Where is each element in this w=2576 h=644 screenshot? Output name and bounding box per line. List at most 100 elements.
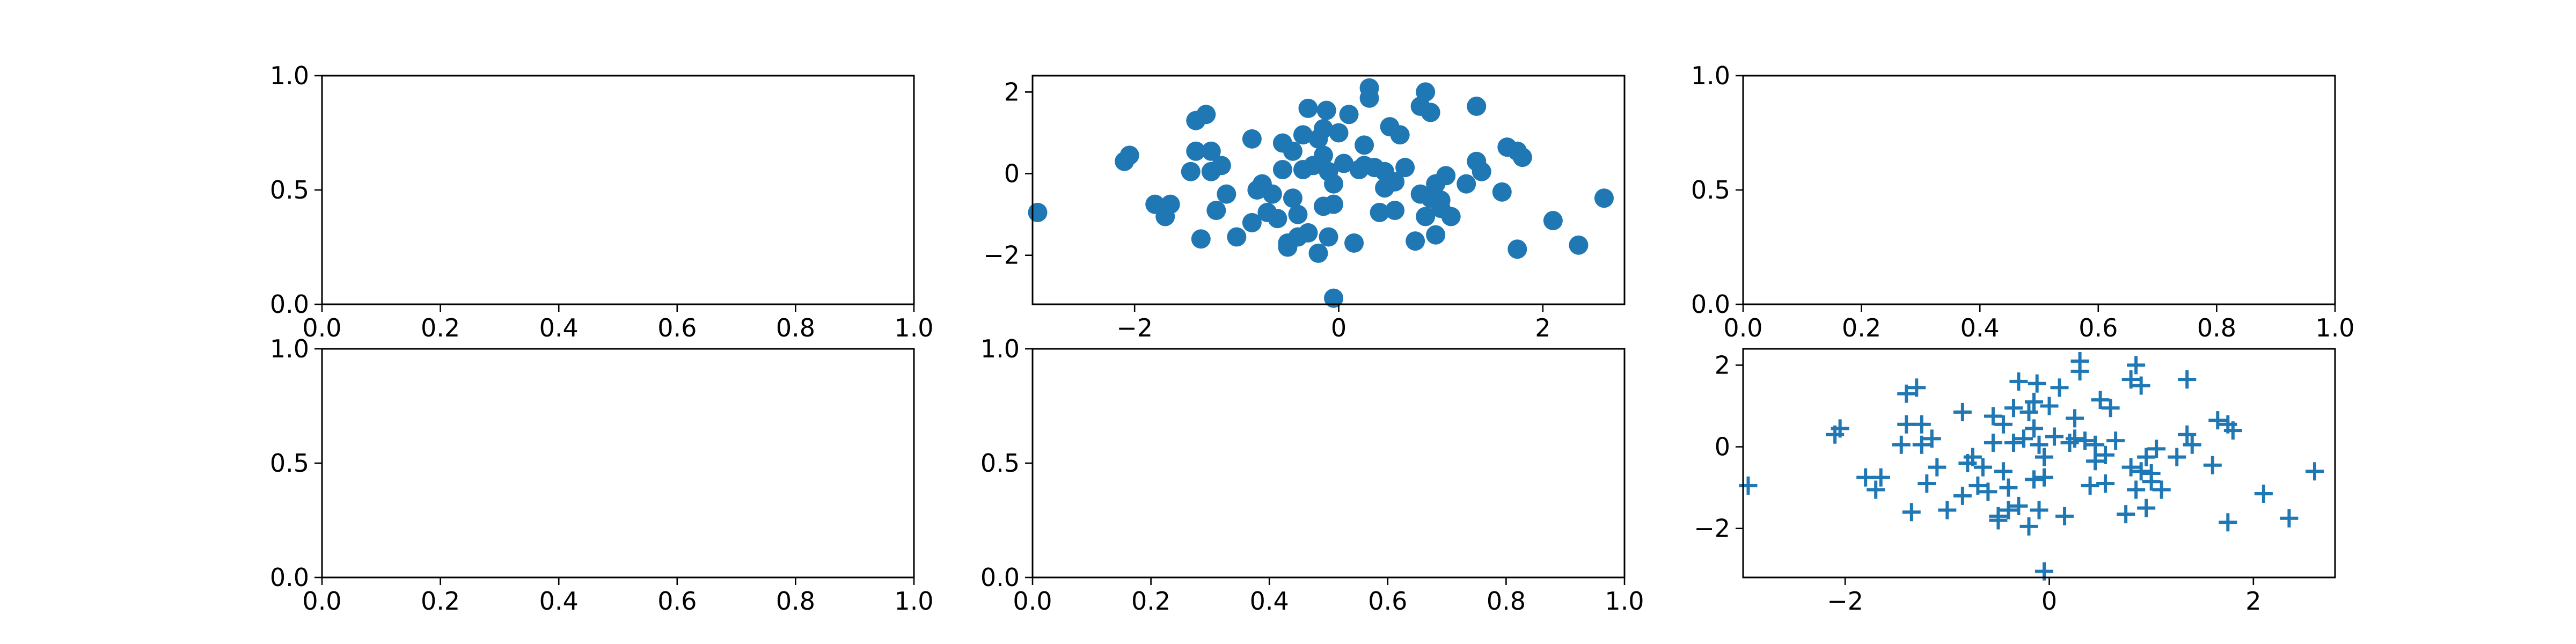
scatter-point bbox=[1385, 172, 1405, 192]
plus-marker bbox=[1953, 402, 1972, 421]
scatter-point bbox=[1395, 158, 1415, 178]
scatter-point bbox=[1298, 223, 1318, 243]
scatter-point bbox=[1293, 125, 1313, 145]
plus-marker bbox=[2137, 499, 2156, 517]
scatter-point bbox=[1359, 88, 1379, 108]
plus-marker bbox=[2004, 399, 2023, 418]
scatter-point bbox=[1441, 207, 1461, 226]
plus-marker bbox=[2045, 427, 2064, 446]
x-tick-label: 0.0 bbox=[302, 313, 341, 342]
plus-marker bbox=[2152, 480, 2171, 499]
x-tick-label: 1.0 bbox=[894, 313, 933, 342]
scatter-point bbox=[1355, 135, 1374, 155]
scatter-point bbox=[1242, 213, 1262, 232]
plus-marker bbox=[2127, 480, 2146, 499]
plus-marker bbox=[2066, 429, 2084, 448]
x-tick-label: 0 bbox=[1331, 313, 1346, 342]
scatter-point bbox=[1467, 97, 1487, 116]
plus-marker bbox=[2101, 399, 2120, 418]
plus-marker bbox=[2208, 411, 2227, 430]
plus-marker bbox=[2096, 474, 2115, 493]
plus-marker bbox=[1953, 486, 1972, 505]
plus-marker bbox=[2024, 392, 2043, 411]
scatter-point bbox=[1211, 156, 1231, 175]
plus-marker bbox=[1984, 407, 2002, 426]
scatter-point bbox=[1186, 141, 1206, 161]
scatter-point bbox=[1262, 184, 1282, 204]
y-tick-label: 0.0 bbox=[270, 290, 309, 319]
plus-marker bbox=[2019, 402, 2038, 421]
scatter-point bbox=[1283, 188, 1302, 208]
plus-marker bbox=[1918, 474, 1936, 493]
plus-marker bbox=[1831, 419, 1849, 438]
y-tick-label: 0.5 bbox=[980, 449, 1020, 478]
plus-marker bbox=[1912, 435, 1931, 454]
scatter-point bbox=[1217, 184, 1236, 204]
scatter-point bbox=[1160, 194, 1180, 214]
plus-marker bbox=[1984, 433, 2002, 452]
scatter-point bbox=[1298, 98, 1318, 118]
plus-marker bbox=[1856, 468, 1875, 487]
y-tick-label: 0 bbox=[1004, 159, 1020, 188]
y-tick-label: 1.0 bbox=[270, 334, 309, 363]
y-tick-label: 1.0 bbox=[980, 334, 1020, 363]
x-tick-label: 0.6 bbox=[2079, 313, 2118, 342]
scatter-point bbox=[1206, 201, 1226, 221]
x-tick-label: 0.4 bbox=[539, 587, 579, 616]
plus-marker bbox=[1994, 462, 2012, 481]
axes-row2-col3: −2 0 2 −2 0 2 bbox=[1694, 348, 2336, 616]
y-tick-label: 0.5 bbox=[270, 449, 309, 478]
scatter-point bbox=[1385, 201, 1405, 221]
axes-frame bbox=[1742, 348, 2336, 579]
plus-marker bbox=[1963, 448, 1982, 466]
x-tick-label: 0.2 bbox=[1131, 587, 1170, 616]
x-tick-label: 0.4 bbox=[539, 313, 579, 342]
scatter-point bbox=[1319, 227, 1338, 247]
plus-marker bbox=[2142, 472, 2161, 491]
scatter-point bbox=[1329, 123, 1349, 143]
plus-marker bbox=[2076, 431, 2095, 450]
x-tick-label: 2 bbox=[1535, 313, 1550, 342]
plus-marker bbox=[2280, 509, 2299, 528]
axes-row1-col1: 0.0 0.2 0.4 0.6 0.8 1.0 0.0 0.5 1.0 bbox=[270, 61, 934, 342]
plus-marker bbox=[2040, 397, 2059, 415]
plus-marker bbox=[2086, 452, 2105, 471]
plus-marker bbox=[2121, 370, 2140, 389]
x-tick-label: 0.0 bbox=[1013, 587, 1052, 616]
scatter-point bbox=[1507, 239, 1527, 259]
scatter-point bbox=[1436, 166, 1456, 186]
y-tick-label: 0.0 bbox=[980, 563, 1020, 592]
plus-marker bbox=[1871, 468, 1890, 487]
y-tick-label: 0.0 bbox=[1691, 290, 1730, 319]
x-tick-label: 0.2 bbox=[1842, 313, 1881, 342]
plus-marker bbox=[1897, 384, 1916, 403]
y-tick-label: 0.5 bbox=[270, 175, 309, 204]
y-tick-label: 0.5 bbox=[1691, 175, 1730, 204]
x-tick-label: 0.2 bbox=[421, 313, 460, 342]
x-tick-label: 1.0 bbox=[2315, 313, 2354, 342]
plus-marker bbox=[2127, 356, 2146, 375]
plus-marker bbox=[1892, 435, 1911, 454]
scatter-point bbox=[1543, 211, 1563, 231]
scatter-point bbox=[1324, 288, 1344, 308]
y-tick-label: −2 bbox=[983, 241, 1020, 270]
plus-marker bbox=[2132, 376, 2150, 395]
plus-marker bbox=[1902, 503, 1921, 522]
plus-marker bbox=[2106, 431, 2125, 450]
plus-marker bbox=[2081, 476, 2099, 495]
scatter-point bbox=[1370, 202, 1389, 222]
axes-row2-col2: 0.0 0.2 0.4 0.6 0.8 1.0 0.0 0.5 1.0 bbox=[980, 334, 1644, 616]
scatter-point bbox=[1416, 207, 1436, 226]
scatter-point bbox=[1492, 182, 1512, 202]
axes-row2-col1: 0.0 0.2 0.4 0.6 0.8 1.0 0.0 0.5 1.0 bbox=[270, 334, 934, 616]
plus-marker bbox=[2009, 496, 2028, 515]
scatter-point bbox=[1339, 105, 1359, 125]
x-tick-label: 0.4 bbox=[1960, 313, 2000, 342]
plus-marker bbox=[2019, 517, 2038, 536]
plus-marker bbox=[2030, 435, 2048, 454]
plus-marker bbox=[1867, 480, 1885, 499]
plus-marker bbox=[1897, 415, 1916, 434]
x-tick-label: 0 bbox=[2041, 587, 2057, 616]
